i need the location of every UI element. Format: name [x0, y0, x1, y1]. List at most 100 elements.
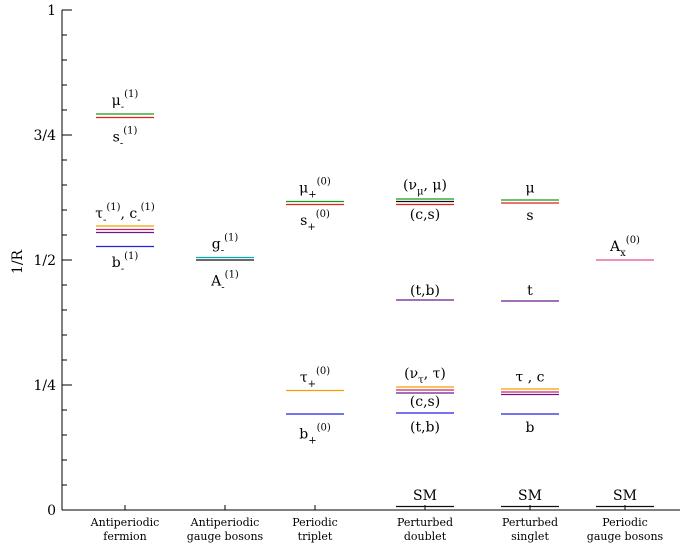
- y-tick-label: 0: [47, 503, 56, 519]
- level-annotation: (t,b): [410, 420, 440, 436]
- y-tick-label: 1: [47, 3, 56, 19]
- annotation-symbol-second: , c: [121, 206, 138, 222]
- y-tick-label: 1/2: [33, 253, 56, 269]
- annotation-superscript: (0): [316, 209, 330, 220]
- annotation-symbol: τ: [95, 206, 103, 222]
- annotation-superscript: (1): [106, 202, 120, 213]
- annotation-symbol-second: , τ): [424, 366, 446, 382]
- annotation-symbol: μ: [299, 181, 308, 197]
- annotation-subscript: μ: [417, 187, 424, 198]
- annotation-subscript: τ: [418, 375, 424, 386]
- annotation-symbol: (ν: [404, 366, 418, 382]
- annotation-superscript: (0): [317, 423, 331, 434]
- column-label-line2: gauge bosons: [187, 530, 264, 543]
- annotation-symbol: A: [609, 239, 621, 255]
- level-annotation: Ax(0): [609, 235, 640, 259]
- annotation-symbol: s: [526, 208, 533, 224]
- column-label-line2: gauge bosons: [587, 530, 664, 543]
- annotation-symbol: A: [210, 274, 222, 290]
- column-label-line1: Periodic: [602, 516, 648, 529]
- annotation-symbol: SM: [413, 488, 437, 504]
- annotation-subscript: -: [120, 139, 123, 150]
- level-annotation: τ , c: [516, 370, 545, 386]
- level-annotation: SM: [413, 488, 437, 504]
- level-annotation: (ντ, τ): [404, 366, 446, 386]
- level-annotation: (c,s): [410, 207, 440, 223]
- level-annotation: τ-(1), c-(1): [95, 202, 155, 226]
- y-tick-label: 1/4: [33, 378, 56, 394]
- level-annotation: b+(0): [299, 423, 331, 447]
- level-annotation: μ: [525, 181, 534, 197]
- column-label-line1: Perturbed: [397, 516, 453, 529]
- level-annotation: μ-(1): [112, 89, 139, 113]
- annotation-superscript: (1): [224, 233, 238, 244]
- annotation-subscript: -: [103, 215, 106, 226]
- annotation-symbol: μ: [112, 93, 121, 109]
- annotation-symbol: s: [113, 130, 120, 146]
- annotation-superscript: (1): [123, 126, 137, 137]
- annotation-superscript: (0): [317, 177, 331, 188]
- annotation-subscript: x: [620, 248, 626, 259]
- annotation-symbol: (t,b): [410, 283, 440, 299]
- annotation-symbol: τ: [300, 370, 308, 386]
- annotation-symbol: g: [212, 237, 221, 253]
- annotation-superscript: (1): [124, 251, 138, 262]
- level-annotation: τ+(0): [300, 366, 330, 390]
- annotation-subscript: -: [221, 246, 224, 257]
- column-label-line2: singlet: [511, 530, 549, 543]
- level-annotation: (t,b): [410, 283, 440, 299]
- level-annotation: A-(1): [210, 270, 239, 294]
- energy-levels: [96, 113, 654, 508]
- annotation-superscript: (1): [225, 270, 239, 281]
- column-label-line2: fermion: [103, 530, 147, 543]
- annotation-subscript: -: [221, 283, 224, 294]
- annotation-symbol: μ: [525, 181, 534, 197]
- level-annotation: s+(0): [300, 209, 330, 233]
- level-annotation: t: [527, 283, 533, 299]
- annotation-superscript: (1): [141, 202, 155, 213]
- level-annotation: b: [526, 420, 535, 436]
- annotation-symbol: (ν: [403, 178, 417, 194]
- annotation-symbol: SM: [518, 488, 542, 504]
- annotation-subscript: +: [308, 436, 316, 447]
- level-annotation: μ+(0): [299, 177, 331, 201]
- level-annotation: (νμ, μ): [403, 178, 447, 198]
- plot-axes: 0 1/4 1/2 3/4 1: [33, 3, 680, 519]
- y-axis-label: 1/R: [10, 249, 26, 274]
- column-label-line2: triplet: [298, 530, 333, 543]
- annotation-subscript: -: [121, 102, 124, 113]
- annotation-superscript: (1): [124, 89, 138, 100]
- annotation-subscript: -: [137, 215, 140, 226]
- annotation-symbol: b: [299, 427, 308, 443]
- level-annotation: b-(1): [112, 251, 139, 275]
- annotation-symbol: b: [112, 255, 121, 271]
- level-annotation: s-(1): [113, 126, 138, 150]
- annotation-symbol: t: [527, 283, 533, 299]
- y-tick-label: 3/4: [33, 128, 56, 144]
- annotation-symbol: (c,s): [410, 207, 440, 223]
- column-label-line1: Perturbed: [502, 516, 558, 529]
- level-annotation: (c,s): [410, 394, 440, 410]
- column-label-line1: Antiperiodic: [190, 516, 260, 529]
- annotation-superscript: (0): [626, 235, 640, 246]
- column-label-line1: Periodic: [292, 516, 338, 529]
- annotation-superscript: (0): [316, 366, 330, 377]
- annotation-subscript: -: [121, 264, 124, 275]
- annotation-symbol: b: [526, 420, 535, 436]
- level-annotation: s: [526, 208, 533, 224]
- annotation-symbol: τ , c: [516, 370, 545, 386]
- level-annotation: SM: [518, 488, 542, 504]
- level-annotations: μ-(1)s-(1)τ-(1), c-(1)b-(1)g-(1)A-(1)μ+(…: [95, 89, 640, 504]
- annotation-symbol: (c,s): [410, 394, 440, 410]
- annotation-subscript: +: [307, 222, 315, 233]
- level-annotation: SM: [613, 488, 637, 504]
- annotation-symbol: SM: [613, 488, 637, 504]
- column-label-line1: Antiperiodic: [90, 516, 160, 529]
- annotation-symbol: s: [300, 213, 307, 229]
- annotation-symbol-second: , μ): [424, 178, 447, 194]
- annotation-subscript: +: [308, 190, 316, 201]
- annotation-subscript: +: [308, 379, 316, 390]
- annotation-symbol: (t,b): [410, 420, 440, 436]
